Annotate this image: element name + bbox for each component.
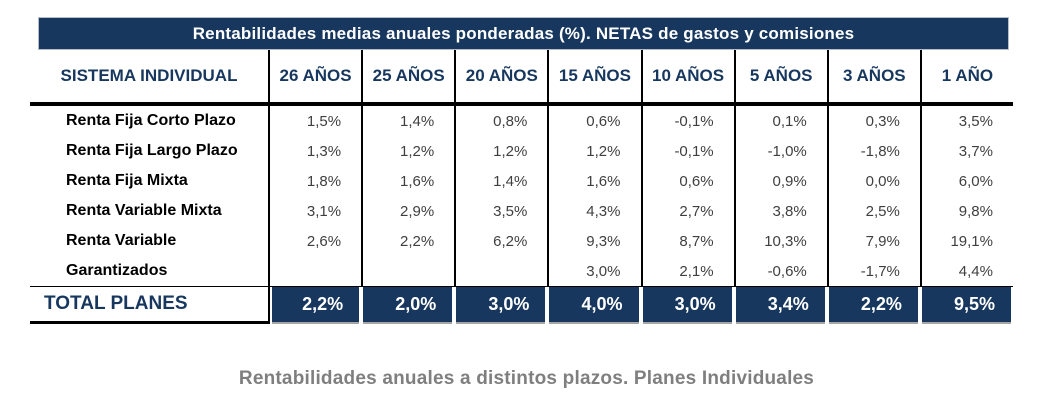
value-cell: 2,2%	[361, 226, 454, 256]
value-cell: 3,5%	[919, 106, 1013, 136]
value-cell: -0,6%	[733, 256, 827, 286]
total-value: 3,0%	[456, 287, 546, 324]
header-period: 25 AÑOS	[361, 50, 454, 102]
value-cell: 1,5%	[268, 106, 361, 136]
table-title-bar: Rentabilidades medias anuales ponderadas…	[38, 17, 1009, 50]
table-row: Renta Fija Largo Plazo 1,3% 1,2% 1,2% 1,2% -0…	[30, 136, 1013, 166]
value-cell: 0,9%	[733, 166, 827, 196]
total-row: TOTAL PLANES 2,2% 2,0% 3,0% 4,0% 3,0% 3,4% 2,2…	[30, 286, 1013, 324]
table-row: Renta Variable 2,6% 2,2% 6,2% 9,3% 8,7% 10,3% 7…	[30, 226, 1013, 256]
table-header-row: SISTEMA INDIVIDUAL 26 AÑOS 25 AÑOS 20 AÑOS…	[30, 50, 1013, 106]
header-period: 10 AÑOS	[640, 50, 734, 102]
row-label: Renta Fija Corto Plazo	[66, 112, 236, 129]
total-value: 3,4%	[735, 287, 825, 324]
value-cell: 6,0%	[919, 166, 1013, 196]
value-cell: 3,8%	[733, 196, 827, 226]
returns-table: Rentabilidades medias anuales ponderadas…	[30, 17, 1013, 324]
value-cell: 3,0%	[547, 256, 640, 286]
value-cell: -1,7%	[826, 256, 920, 286]
row-label: Renta Fija Largo Plazo	[66, 142, 238, 159]
value-cell: -0,1%	[640, 136, 734, 166]
total-cell: 3,4%	[734, 287, 827, 324]
value-cell: 1,4%	[454, 166, 547, 196]
value-cell	[454, 256, 547, 286]
row-label: Garantizados	[66, 262, 168, 279]
value-cell: 1,6%	[361, 166, 454, 196]
header-system-individual: SISTEMA INDIVIDUAL	[60, 66, 238, 85]
total-value: 4,0%	[549, 287, 639, 324]
value-cell: 3,1%	[268, 196, 361, 226]
total-value: 2,2%	[828, 287, 918, 324]
table-row: Renta Variable Mixta 3,1% 2,9% 3,5% 4,3% 2,7%…	[30, 196, 1013, 226]
total-value: 2,0%	[363, 287, 453, 324]
value-cell: 9,3%	[547, 226, 640, 256]
value-cell: 8,7%	[640, 226, 734, 256]
header-period: 26 AÑOS	[268, 50, 361, 102]
value-cell: 0,1%	[733, 106, 827, 136]
value-cell: -1,8%	[826, 136, 920, 166]
value-cell: 1,2%	[454, 136, 547, 166]
table-row: Renta Fija Corto Plazo 1,5% 1,4% 0,8% 0,6% -0…	[30, 106, 1013, 136]
total-cell: 4,0%	[547, 287, 640, 324]
row-label: Renta Fija Mixta	[66, 172, 188, 189]
value-cell	[268, 256, 361, 286]
total-cell: 2,2%	[827, 287, 920, 324]
value-cell	[361, 256, 454, 286]
value-cell: 7,9%	[826, 226, 920, 256]
total-label: TOTAL PLANES	[30, 287, 268, 324]
value-cell: 1,4%	[361, 106, 454, 136]
value-cell: 2,9%	[361, 196, 454, 226]
total-cell: 3,0%	[454, 287, 547, 324]
row-label: Renta Variable Mixta	[66, 202, 222, 219]
value-cell: 4,4%	[919, 256, 1013, 286]
total-value: 3,0%	[642, 287, 732, 324]
table-body: Renta Fija Corto Plazo 1,5% 1,4% 0,8% 0,6% -0…	[30, 106, 1013, 286]
value-cell: 0,6%	[547, 106, 640, 136]
total-value: 9,5%	[921, 287, 1011, 324]
header-period: 5 AÑOS	[733, 50, 827, 102]
value-cell: 1,2%	[361, 136, 454, 166]
value-cell: 1,2%	[547, 136, 640, 166]
value-cell: 4,3%	[547, 196, 640, 226]
row-label: Renta Variable	[66, 232, 177, 249]
table-title: Rentabilidades medias anuales ponderadas…	[192, 24, 855, 43]
value-cell: 0,8%	[454, 106, 547, 136]
value-cell: 1,8%	[268, 166, 361, 196]
value-cell: 0,3%	[826, 106, 920, 136]
value-cell: 10,3%	[733, 226, 827, 256]
value-cell: 9,8%	[919, 196, 1013, 226]
header-period: 15 AÑOS	[547, 50, 640, 102]
value-cell: -0,1%	[640, 106, 734, 136]
value-cell: 0,6%	[640, 166, 734, 196]
value-cell: 3,5%	[454, 196, 547, 226]
value-cell: 6,2%	[454, 226, 547, 256]
value-cell: 2,5%	[826, 196, 920, 226]
table-row: Garantizados 3,0% 2,1% -0,6% -1,7% 4,4%	[30, 256, 1013, 286]
value-cell: 1,6%	[547, 166, 640, 196]
value-cell: 3,7%	[919, 136, 1013, 166]
total-cell: 9,5%	[920, 287, 1013, 324]
figure-caption: Rentabilidades anuales a distintos plazo…	[238, 368, 815, 389]
value-cell: -1,0%	[733, 136, 827, 166]
total-cell: 2,0%	[361, 287, 454, 324]
header-period: 1 AÑO	[919, 50, 1013, 102]
header-period: 20 AÑOS	[454, 50, 547, 102]
value-cell: 0,0%	[826, 166, 920, 196]
value-cell: 1,3%	[268, 136, 361, 166]
value-cell: 2,6%	[268, 226, 361, 256]
value-cell: 2,1%	[640, 256, 734, 286]
value-cell: 2,7%	[640, 196, 734, 226]
total-cell: 2,2%	[268, 287, 361, 324]
table-row: Renta Fija Mixta 1,8% 1,6% 1,4% 1,6% 0,6% 0,9%…	[30, 166, 1013, 196]
header-period: 3 AÑOS	[826, 50, 920, 102]
total-cell: 3,0%	[641, 287, 734, 324]
value-cell: 19,1%	[919, 226, 1013, 256]
total-value: 2,2%	[272, 287, 360, 324]
